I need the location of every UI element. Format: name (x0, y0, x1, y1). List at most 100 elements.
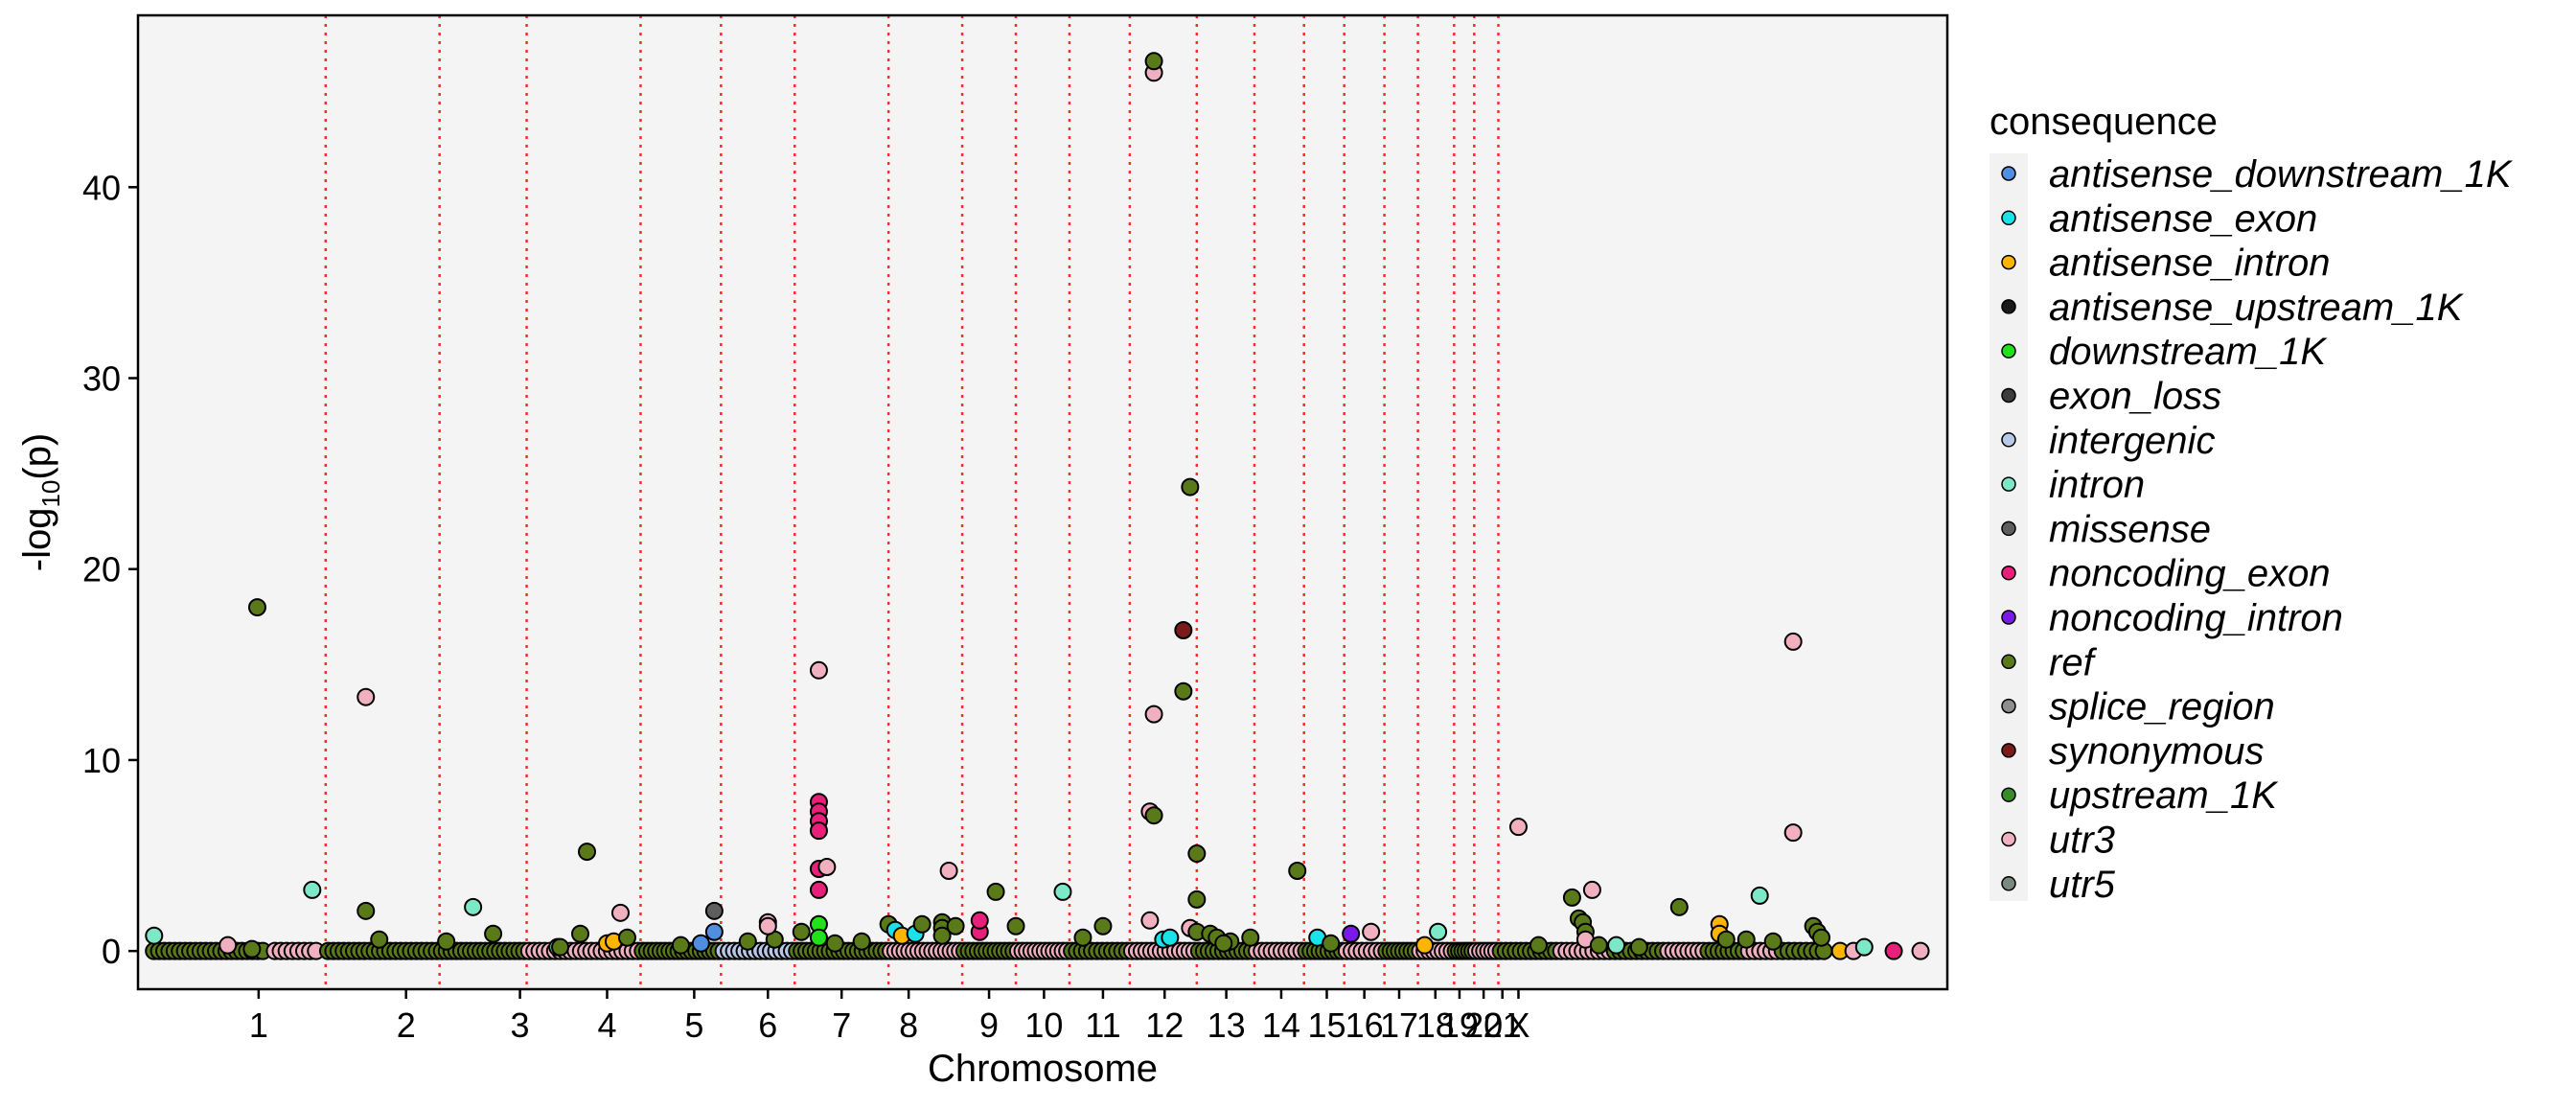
data-point (809, 880, 828, 899)
x-tick-label: 1 (249, 1005, 268, 1045)
x-tick-label: 4 (597, 1005, 616, 1045)
legend-label: intergenic (2049, 420, 2215, 462)
data-point (852, 932, 871, 951)
legend-swatch (2001, 787, 2016, 802)
data-point (825, 934, 844, 953)
y-axis-title-subscript: 10 (36, 480, 65, 508)
legend-swatch (2001, 166, 2016, 181)
data-point (1607, 936, 1626, 955)
data-point (1006, 916, 1025, 936)
legend-swatch (2001, 610, 2016, 625)
plot-panel-background (138, 15, 1947, 989)
legend-label: upstream_1K (2049, 774, 2279, 817)
data-point (1144, 705, 1163, 724)
data-point (939, 861, 958, 880)
x-tick-label: 7 (832, 1005, 851, 1045)
legend-label: splice_region (2049, 686, 2275, 728)
data-point (1362, 922, 1381, 941)
x-tick-label: 14 (1262, 1005, 1300, 1045)
legend-swatch (2001, 743, 2016, 758)
legend-label: antisense_downstream_1K (2049, 153, 2514, 196)
data-point (303, 880, 322, 899)
legend-label: synonymous (2049, 730, 2265, 773)
y-tick-label: 40 (82, 168, 121, 207)
x-tick-label: 19 (1440, 1005, 1479, 1045)
plot-panel-border (136, 13, 1949, 991)
legend-swatch (2001, 520, 2016, 537)
data-point (809, 660, 828, 680)
data-point (617, 928, 636, 947)
data-point (792, 922, 811, 941)
x-tick-label: 13 (1208, 1005, 1246, 1045)
data-point (1093, 916, 1113, 936)
data-point (1750, 886, 1769, 905)
y-axis-title-tail: (p) (16, 433, 58, 480)
data-point (671, 936, 690, 955)
chromosome-boundaries (324, 15, 1500, 989)
legend-label: antisense_upstream_1K (2049, 287, 2465, 329)
data-point (1529, 936, 1548, 955)
y-tick-label: 30 (82, 359, 121, 399)
x-axis-title: Chromosome (928, 1048, 1158, 1090)
data-point (1884, 941, 1903, 960)
data-point (1562, 888, 1581, 907)
data-point (1854, 937, 1874, 957)
data-point (704, 922, 724, 941)
legend-label: exon_loss (2049, 376, 2221, 418)
data-point (1763, 932, 1782, 951)
x-tick-label: 21 (1484, 1005, 1522, 1045)
data-point (912, 914, 932, 934)
legend-label: ref (2049, 641, 2098, 683)
y-tick-label: 10 (82, 741, 121, 780)
data-point (691, 934, 710, 953)
legend-swatch (2001, 299, 2016, 314)
y-axis: 0 10 20 30 40 (82, 168, 138, 971)
data-point (437, 932, 456, 951)
legend-swatch (2001, 387, 2016, 404)
legend-label: noncoding_intron (2049, 597, 2343, 639)
data-point (464, 897, 483, 916)
data-point (1241, 928, 1260, 947)
data-point (484, 924, 503, 943)
x-tick-label: 18 (1416, 1005, 1455, 1045)
data-point (370, 930, 389, 949)
data-point (1174, 682, 1193, 701)
data-point (218, 936, 238, 955)
data-point (970, 911, 989, 930)
data-point (1187, 890, 1207, 909)
x-tick-label: 5 (684, 1005, 703, 1045)
data-point (758, 916, 777, 936)
x-tick-label: 6 (758, 1005, 777, 1045)
y-axis-title-main: -log (16, 508, 58, 572)
data-point (1214, 934, 1233, 953)
legend: consequence antisense_downstream_1Kantis… (1990, 101, 2514, 906)
legend-label: antisense_exon (2049, 197, 2317, 240)
data-point (946, 916, 965, 936)
data-point (242, 939, 262, 959)
data-point (738, 932, 757, 951)
data-point (1342, 924, 1361, 943)
data-point (932, 926, 952, 945)
data-point (1187, 844, 1207, 864)
data-point (610, 903, 630, 922)
data-point (1812, 928, 1831, 947)
data-point (1429, 922, 1448, 941)
data-point (1144, 806, 1163, 825)
x-tick-label: 17 (1380, 1005, 1418, 1045)
legend-label: missense (2049, 508, 2211, 550)
data-point (571, 924, 590, 943)
data-point (1288, 861, 1307, 880)
legend-swatch (2001, 654, 2016, 670)
data-point (1589, 936, 1608, 955)
legend-label: utr5 (2049, 864, 2116, 906)
legend-label: intron (2049, 464, 2145, 506)
data-point (809, 821, 828, 841)
legend-title: consequence (1990, 101, 2218, 143)
legend-swatch (2001, 476, 2016, 492)
legend-swatch (2001, 343, 2016, 358)
legend-swatch (2001, 698, 2016, 714)
legend-swatch (2001, 210, 2016, 226)
legend-swatch (2001, 432, 2016, 448)
